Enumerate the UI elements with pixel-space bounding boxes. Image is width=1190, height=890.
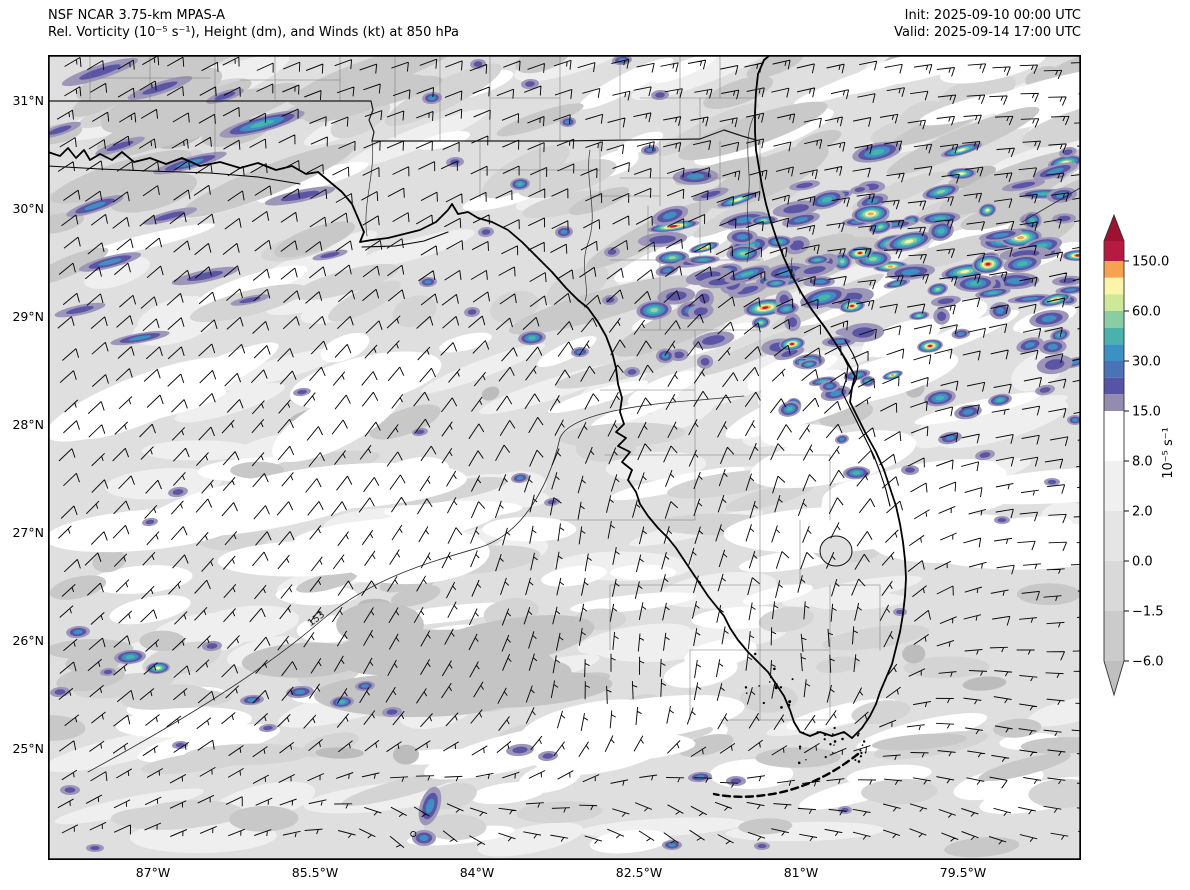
valid-time: Valid: 2025-09-14 17:00 UTC	[894, 25, 1081, 40]
height-contour-153	[87, 187, 1081, 773]
map-canvas: 153	[48, 55, 1081, 860]
lat-tick-label: 27°N	[12, 525, 44, 540]
colorbar-tick-label: 150.0	[1132, 255, 1169, 270]
colorbar-segment	[1104, 377, 1124, 395]
init-time: Init: 2025-09-10 00:00 UTC	[904, 8, 1081, 23]
colorbar-unit-label: 10⁻⁵ s⁻¹	[1161, 427, 1176, 479]
colorbar-over-arrow	[1104, 215, 1124, 241]
colorbar-under-arrow	[1104, 661, 1124, 695]
lat-tick-label: 26°N	[12, 633, 44, 648]
colorbar-tick-label: 8.0	[1132, 455, 1153, 470]
colorbar-tick-label: −1.5	[1132, 605, 1164, 620]
colorbar-segment	[1104, 277, 1124, 295]
model-title: NSF NCAR 3.75-km MPAS-A	[48, 8, 226, 23]
colorbar-segment	[1104, 294, 1124, 311]
colorbar-outline	[1103, 213, 1125, 697]
plot-frame	[48, 55, 1081, 860]
colorbar-tick-label: 2.0	[1132, 505, 1153, 520]
colorbar-segment	[1104, 241, 1124, 261]
gulf-coast-and-peninsula	[48, 147, 853, 739]
atlantic-coast	[754, 55, 907, 739]
florida-keys	[712, 752, 860, 798]
colorbar: 150.0 60.0 30.0 15.0 8.0 2.0 0.0 −1.5 −6.0 10⁻⁵ s…	[1103, 213, 1176, 697]
title-block: NSF NCAR 3.75-km MPAS-A Rel. Vorticity (…	[48, 7, 459, 41]
lat-tick-label: 31°N	[12, 93, 44, 108]
colorbar-tick-label: 60.0	[1132, 305, 1161, 320]
colorbar-segment	[1104, 327, 1124, 345]
lat-tick-label: 25°N	[12, 741, 44, 756]
colorbar-tick-label: 0.0	[1132, 555, 1153, 570]
lat-tick-label: 30°N	[12, 201, 44, 216]
time-block: Init: 2025-09-10 00:00 UTC Valid: 2025-0…	[881, 7, 1081, 41]
colorbar-segment	[1104, 394, 1124, 411]
colorbar-segment	[1104, 461, 1124, 511]
lat-tick-label: 28°N	[12, 417, 44, 432]
wind-barbs	[56, 55, 1081, 848]
lon-tick-label: 81°W	[783, 865, 819, 880]
geography: 153	[48, 55, 1081, 798]
colorbar-tick-label: 15.0	[1132, 405, 1161, 420]
rivers	[365, 111, 801, 302]
lon-tick-label: 79.5°W	[939, 865, 987, 880]
field-subtitle: Rel. Vorticity (10⁻⁵ s⁻¹), Height (dm), …	[48, 25, 459, 40]
barrier-islands	[48, 165, 449, 248]
lon-tick-label: 82.5°W	[615, 865, 663, 880]
lon-tick-label: 84°W	[459, 865, 495, 880]
colorbar-segment	[1104, 411, 1124, 461]
wind-barbs-layer	[56, 55, 1081, 848]
vorticity-gray-field	[48, 55, 1081, 860]
colorbar-segment	[1104, 311, 1124, 328]
lon-tick-label: 85.5°W	[291, 865, 339, 880]
lat-tick-label: 29°N	[12, 309, 44, 324]
lake-okeechobee	[819, 535, 853, 567]
colorbar-segment	[1104, 561, 1124, 611]
colorbar-tick-label: −6.0	[1132, 655, 1164, 670]
state-borders	[48, 100, 757, 142]
colorbar-segment	[1104, 361, 1124, 378]
colorbar-segment	[1104, 261, 1124, 278]
lon-tick-label: 87°W	[135, 865, 171, 880]
map-area: 153	[48, 55, 1081, 860]
colorbar-segment	[1104, 611, 1124, 661]
colorbar-segment	[1104, 511, 1124, 561]
colorbar-tick-label: 30.0	[1132, 355, 1161, 370]
colorbar-segment	[1104, 344, 1124, 361]
